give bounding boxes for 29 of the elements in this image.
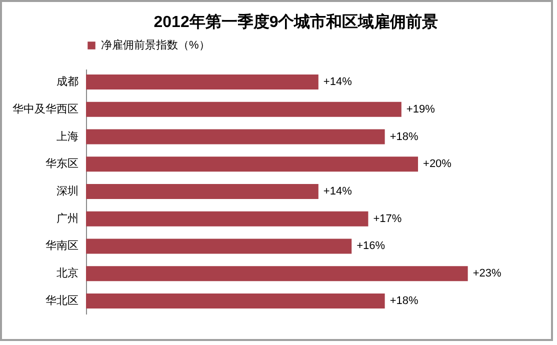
y-tick-label: 成都 (56, 75, 78, 88)
bar (86, 211, 368, 226)
bar (86, 156, 418, 172)
y-tick-label: 北京 (56, 266, 78, 280)
data-label: +23% (472, 268, 502, 280)
y-tick-label: 深圳 (56, 184, 78, 198)
y-tick-label: 上海 (56, 130, 78, 143)
bar (86, 74, 318, 90)
data-label: +14% (323, 186, 352, 198)
bar (86, 238, 352, 254)
bar (86, 102, 402, 117)
y-tick-label: 广州 (56, 212, 78, 225)
data-label: +17% (373, 212, 402, 225)
y-tick-label: 华东区 (46, 157, 78, 170)
bar (86, 293, 385, 309)
data-label: +19% (406, 103, 436, 116)
legend-label: 净雇佣前景指数（%） (101, 38, 210, 52)
bar (86, 266, 468, 282)
y-tick-label: 华中及华西区 (12, 102, 78, 116)
data-label: +18% (390, 294, 418, 307)
data-label: +18% (390, 130, 418, 143)
data-label: +14% (323, 76, 352, 88)
y-tick-label: 华北区 (46, 294, 78, 307)
data-label: +20% (423, 158, 452, 170)
chart-title: 2012年第一季度9个城市和区域雇佣前景 (154, 12, 438, 31)
data-label: +16% (356, 240, 386, 252)
bar (86, 184, 318, 200)
y-tick-label: 华南区 (46, 239, 78, 252)
bar (86, 129, 385, 144)
